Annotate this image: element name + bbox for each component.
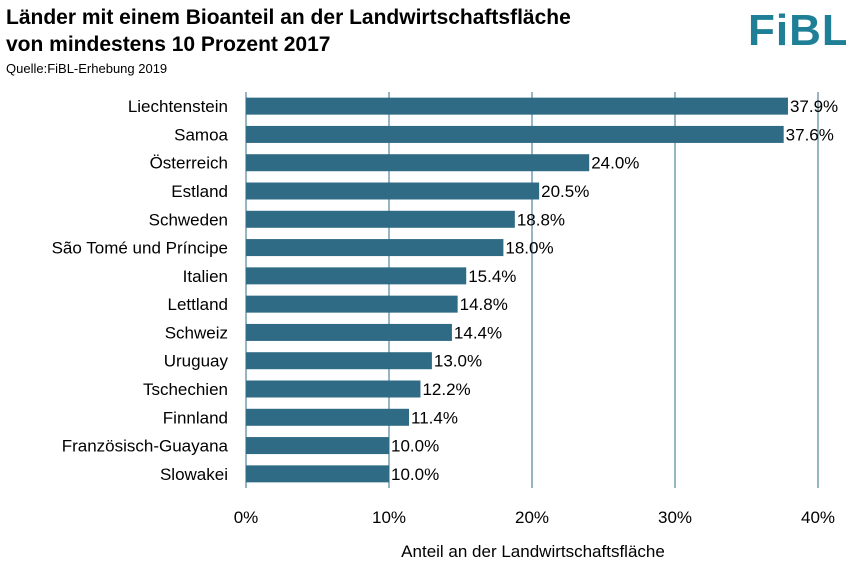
value-label-7: 14.8% — [460, 295, 508, 314]
value-label-2: 24.0% — [591, 154, 639, 173]
value-label-13: 10.0% — [391, 465, 439, 484]
bar-11 — [246, 408, 410, 426]
category-label-8: Schweiz — [165, 323, 228, 342]
value-label-9: 13.0% — [434, 352, 482, 371]
bar-4 — [246, 210, 515, 228]
category-label-9: Uruguay — [164, 352, 229, 371]
fibl-logo: FiBL — [748, 6, 846, 55]
bar-10 — [246, 380, 421, 398]
bar-6 — [246, 267, 467, 285]
bar-2 — [246, 154, 590, 172]
value-label-8: 14.4% — [454, 323, 502, 342]
bar-9 — [246, 352, 432, 370]
bar-3 — [246, 182, 540, 200]
bar-5 — [246, 239, 504, 257]
bar-0 — [246, 97, 788, 115]
value-label-3: 20.5% — [541, 182, 589, 201]
value-label-5: 18.0% — [505, 239, 553, 258]
category-label-7: Lettland — [168, 295, 229, 314]
category-label-11: Finnland — [163, 408, 228, 427]
source-note: Quelle:FiBL-Erhebung 2019 — [6, 61, 168, 76]
category-label-1: Samoa — [174, 125, 228, 144]
category-label-4: Schweden — [149, 210, 228, 229]
category-label-0: Liechtenstein — [128, 97, 228, 116]
category-label-12: Französisch-Guayana — [62, 437, 229, 456]
bar-8 — [246, 323, 452, 341]
value-label-4: 18.8% — [517, 210, 565, 229]
value-label-6: 15.4% — [468, 267, 516, 286]
x-tick-label-4: 40% — [801, 508, 835, 527]
x-tick-label-3: 30% — [658, 508, 692, 527]
x-tick-label-0: 0% — [234, 508, 259, 527]
category-label-13: Slowakei — [160, 465, 228, 484]
value-label-1: 37.6% — [786, 125, 834, 144]
bar-13 — [246, 465, 389, 483]
value-label-11: 11.4% — [411, 408, 458, 427]
category-label-10: Tschechien — [143, 380, 228, 399]
category-label-2: Österreich — [150, 154, 228, 173]
chart-title-line-1: Länder mit einem Bioanteil an der Landwi… — [6, 6, 571, 29]
x-tick-label-1: 10% — [372, 508, 406, 527]
value-label-10: 12.2% — [422, 380, 470, 399]
category-label-5: São Tomé und Príncipe — [52, 239, 228, 258]
bar-12 — [246, 437, 389, 455]
chart-title-line-2: von mindestens 10 Prozent 2017 — [6, 33, 331, 56]
chart-title: Länder mit einem Bioanteil an der Landwi… — [6, 4, 571, 58]
bar-1 — [246, 125, 784, 143]
bar-7 — [246, 295, 458, 313]
category-label-3: Estland — [171, 182, 228, 201]
value-label-0: 37.9% — [790, 97, 838, 116]
category-label-6: Italien — [183, 267, 228, 286]
x-axis-title: Anteil an der Landwirtschaftsfläche — [401, 542, 665, 561]
x-tick-label-2: 20% — [515, 508, 549, 527]
value-label-12: 10.0% — [391, 437, 439, 456]
